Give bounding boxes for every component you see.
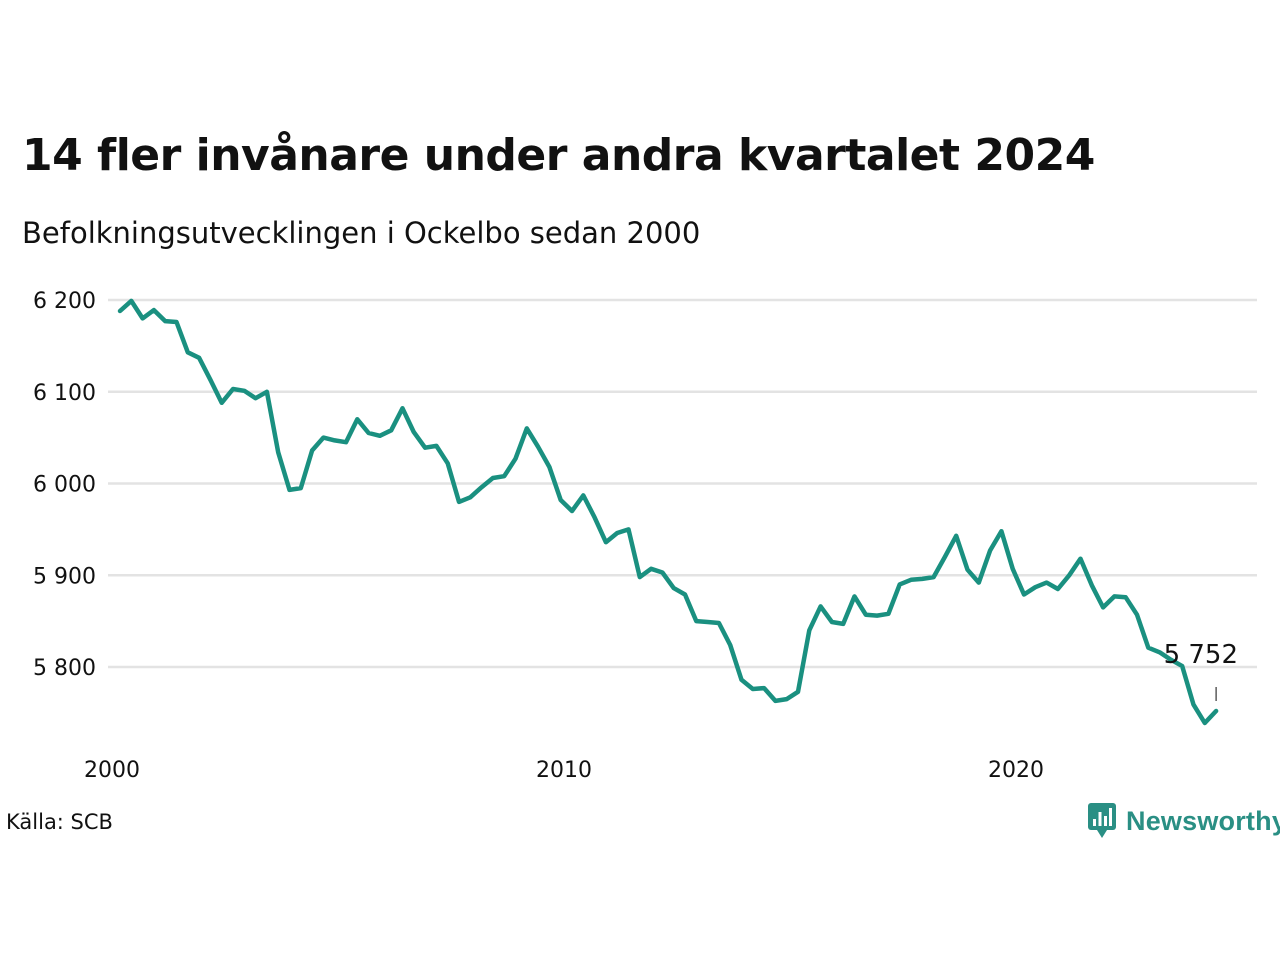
- grid-lines: [108, 298, 1257, 669]
- series-layer: [117, 298, 1219, 726]
- chart-bubble-icon: [1088, 803, 1116, 838]
- x-tick-label: 2000: [84, 758, 140, 783]
- y-tick-label: 5 800: [33, 656, 96, 681]
- brand-logo[interactable]: Newsworthy: [1088, 803, 1280, 839]
- y-tick-label: 6 200: [33, 289, 96, 314]
- series-line: [117, 298, 1219, 726]
- source-label: Källa: SCB: [6, 810, 113, 834]
- y-tick-label: 6 000: [33, 473, 96, 498]
- y-axis-ticks: 5 800 5 900 6 000 6 100 6 200: [33, 289, 96, 681]
- chart-subtitle: Befolkningsutvecklingen i Ockelbo sedan …: [22, 216, 701, 250]
- y-tick-label: 6 100: [33, 381, 96, 406]
- x-axis-ticks: 2000 2010 2020: [84, 758, 1044, 783]
- brand-name: Newsworthy: [1126, 805, 1280, 836]
- y-tick-label: 5 900: [33, 564, 96, 589]
- annotation-label: 5 752: [1164, 640, 1238, 670]
- x-tick-label: 2020: [988, 758, 1044, 783]
- x-tick-label: 2010: [536, 758, 592, 783]
- annotation-layer: 5 752: [1164, 640, 1238, 701]
- chart-title: 14 fler invånare under andra kvartalet 2…: [22, 130, 1095, 181]
